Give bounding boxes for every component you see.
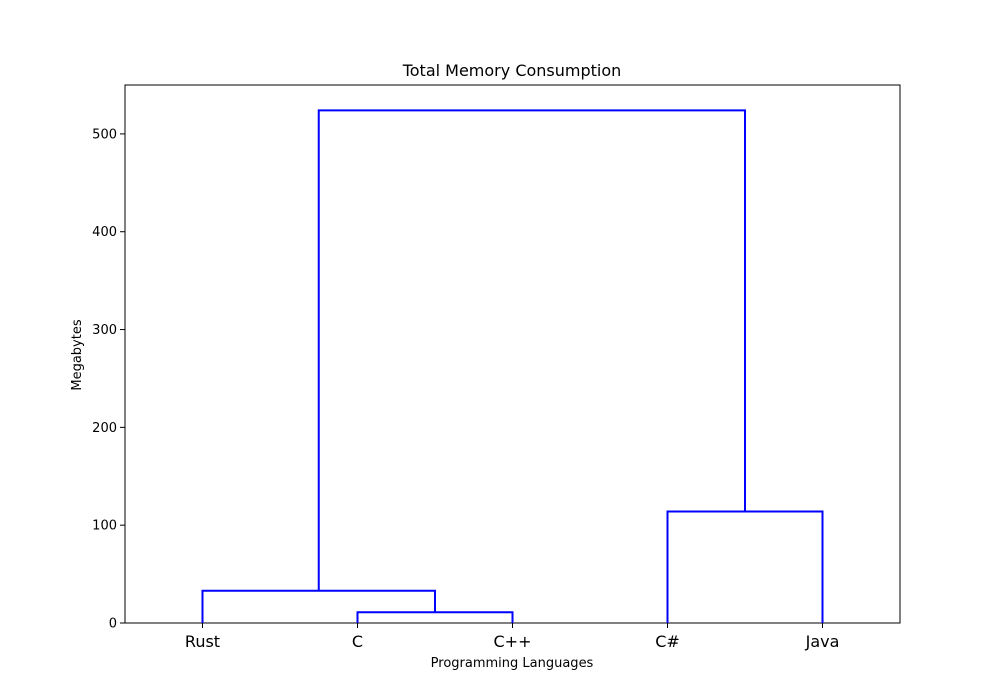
chart-title: Total Memory Consumption <box>402 61 622 80</box>
y-tick-label: 200 <box>92 421 117 436</box>
dendrogram-links <box>201 109 824 623</box>
leaf-label-rust: Rust <box>185 632 220 651</box>
leaf-label-cplusplus: C++ <box>494 632 532 651</box>
y-tick-label: 300 <box>92 323 117 338</box>
y-tick-label: 500 <box>92 127 117 142</box>
y-axis-label: Megabytes <box>70 319 85 390</box>
leaf-label-c: C <box>352 632 363 651</box>
dendrogram-link <box>317 109 746 591</box>
dendrogram-link <box>356 611 514 623</box>
plot-frame <box>124 84 901 624</box>
y-tick-label: 0 <box>109 617 117 632</box>
dendrogram-link <box>666 510 824 623</box>
y-axis: 0 100 200 300 400 500 <box>92 127 125 632</box>
leaf-label-csharp: C# <box>655 632 680 651</box>
leaf-label-java: Java <box>805 632 840 651</box>
dendrogram-link <box>201 589 436 623</box>
x-axis-label: Programming Languages <box>431 656 594 671</box>
y-tick-label: 400 <box>92 225 117 240</box>
x-axis: Rust C C++ C# Java <box>185 623 839 651</box>
y-tick-label: 100 <box>92 519 117 534</box>
